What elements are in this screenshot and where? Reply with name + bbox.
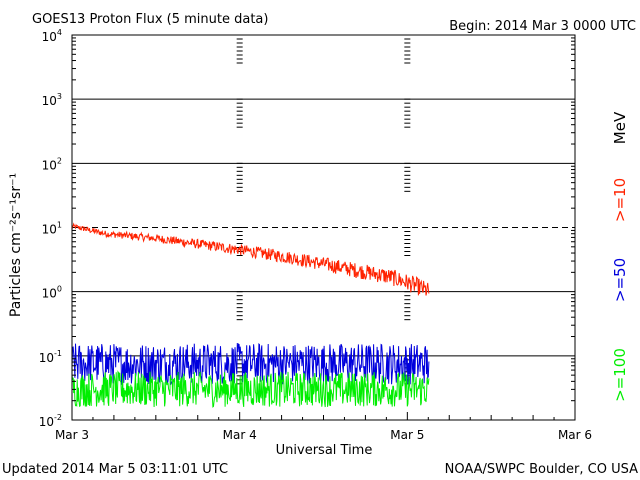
plot-frame [71, 34, 576, 421]
axis-layer: Mar 3 Mar 4 Mar 5 Mar 6 104 103 102 101 100 10-1 1… [39, 28, 592, 442]
y-tick-label: 101 [42, 221, 62, 237]
legend: >=10 >=50 >=100 MeV [611, 111, 629, 402]
series-line [71, 222, 430, 296]
legend-item: >=50 [611, 258, 629, 302]
y-tick-label: 102 [42, 156, 62, 172]
x-tick-label: Mar 3 [55, 428, 89, 442]
x-tick-label: Mar 5 [390, 428, 424, 442]
updated-label: Updated 2014 Mar 5 03:11:01 UTC [2, 462, 228, 477]
y-tick-label: 10-1 [39, 349, 62, 365]
source-label: NOAA/SWPC Boulder, CO USA [445, 462, 638, 477]
y-tick-label: 103 [42, 92, 62, 108]
y-tick-label: 104 [42, 28, 62, 44]
legend-item: >=10 [611, 178, 629, 222]
y-tick-label: 100 [42, 285, 62, 301]
x-tick-label: Mar 6 [558, 428, 592, 442]
series-line [71, 342, 430, 386]
y-tick-label: 10-2 [39, 413, 62, 429]
series-line [71, 370, 430, 408]
x-tick-label: Mar 4 [223, 428, 257, 442]
legend-unit: MeV [611, 111, 629, 144]
chart-title: GOES13 Proton Flux (5 minute data) [32, 12, 268, 27]
y-axis-title: Particles cm⁻²s⁻¹sr⁻¹ [8, 173, 24, 317]
begin-label: Begin: 2014 Mar 3 0000 UTC [449, 19, 636, 34]
x-axis-title: Universal Time [276, 443, 373, 458]
legend-item: >=100 [611, 348, 629, 402]
series-layer [71, 222, 430, 408]
